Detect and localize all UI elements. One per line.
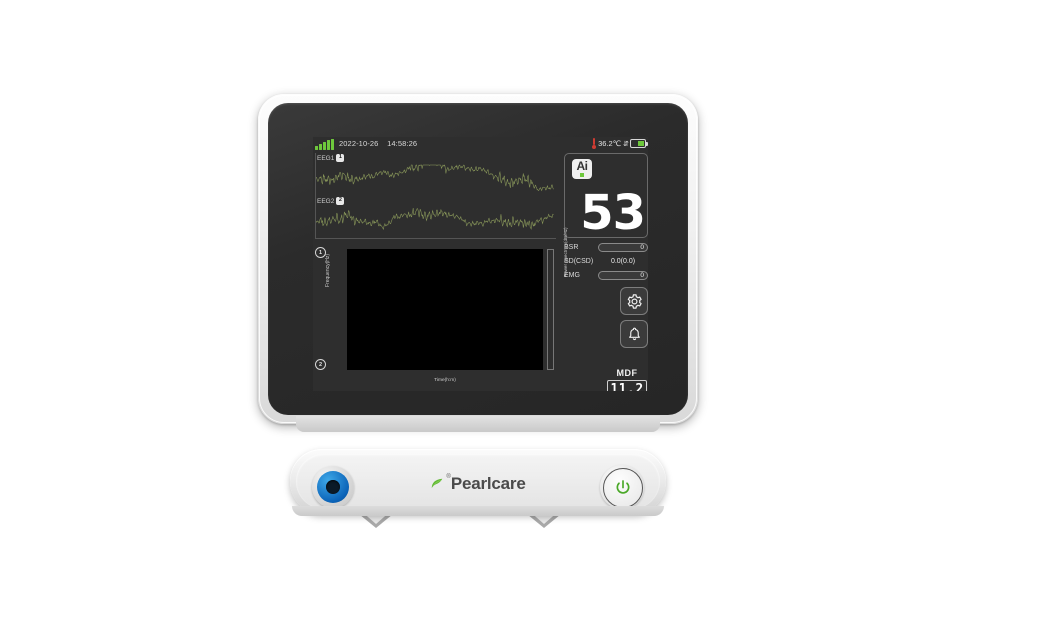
device-lower-body [296,416,660,432]
bell-icon [628,327,640,341]
eeg1-badge: 1 [336,154,345,162]
ai-index-value: 53 [580,184,646,241]
device-shell: 2022-10-26 14:58:26 36.2℃ ⇵ [258,94,698,424]
emg-bar: 0 [598,270,648,280]
gear-icon [627,293,642,309]
spectrogram-plot-area [347,249,543,370]
spectrogram-ylabel: Frequency(Hz) [325,253,331,287]
front-panel: ® Pearlcare [290,449,666,514]
param-row-emg: EMG 0 [564,270,648,280]
lcd-screen[interactable]: 2022-10-26 14:58:26 36.2℃ ⇵ [313,137,648,391]
spectrogram-xlabel: Time(h:m) [434,378,456,383]
emg-label: EMG [564,271,580,279]
eeg-plot-frame [315,153,556,239]
thermometer-icon [592,138,597,149]
index-panel: Ai 53 BSR 0 SD(CSD) [564,153,648,391]
colorbar [547,249,554,370]
temperature-value: 36.2℃ [598,139,622,148]
signal-bars-icon [315,139,335,150]
mdf-label: MDF [616,368,638,378]
ai-logo-text: Ai [576,159,589,173]
eeg2-trace [316,206,554,238]
eeg-channel1-label: EEG1 1 [317,154,345,162]
bsr-bar: 0 [598,242,648,252]
screen-button-stack [564,287,648,348]
eeg-channel2-label: EEG2 2 [317,197,345,205]
emg-value: 0 [640,271,644,279]
status-right-group: 36.2℃ ⇵ [592,138,648,149]
sd-value: 0.0(0.0) [610,257,636,265]
power-button[interactable] [600,465,644,509]
sensor-port-ring [317,471,349,503]
power-button-ring [603,468,643,508]
up-down-arrows-icon: ⇵ [623,140,629,148]
brand-logo-group: ® Pearlcare [296,474,660,494]
registered-mark: ® [446,474,451,480]
param-row-bsr: BSR 0 [564,242,648,252]
brand-name: Pearlcare [450,474,526,493]
ai-index-box[interactable]: Ai 53 [564,153,648,238]
eeg1-trace [316,163,554,195]
status-time: 14:58:26 [387,139,418,148]
mdf-value: 11.2 [607,380,647,391]
settings-button[interactable] [620,287,648,315]
front-panel-inner: ® Pearlcare [296,454,660,509]
spectrogram-channel1-mark: 1 [315,247,326,258]
brand-text-group: ® Pearlcare [446,474,526,494]
eeg2-text: EEG2 [317,197,335,205]
status-datetime: 2022-10-26 14:58:26 [339,139,417,148]
battery-icon [630,139,648,148]
status-bar: 2022-10-26 14:58:26 36.2℃ ⇵ [313,137,648,152]
sensor-port[interactable] [312,466,354,508]
colorbar-label: Power Spectrum(dB/Hz) [563,227,568,277]
param-row-sd: SD(CSD) 0.0(0.0) [564,256,648,266]
status-date: 2022-10-26 [339,139,379,148]
device-base-plate [292,506,664,516]
spectrogram-channel2-mark: 2 [315,359,326,370]
leaf-logo-icon [430,477,444,491]
bsr-value: 0 [640,243,644,251]
eeg1-text: EEG1 [317,154,335,162]
ai-index-icon: Ai [572,159,592,179]
display-bezel: 2022-10-26 14:58:26 36.2℃ ⇵ [268,103,688,415]
eeg2-badge: 2 [336,197,345,205]
sd-label: SD(CSD) [564,257,594,265]
eeg-waveform-panel: EEG1 1 EEG2 2 [313,153,558,239]
bsr-label: BSR [564,243,579,251]
power-icon [616,480,630,494]
eeg-monitor-device: 2022-10-26 14:58:26 36.2℃ ⇵ [258,94,698,528]
sensor-port-hole [326,480,340,494]
alarm-button[interactable] [620,320,648,348]
spectrogram-chart: Frequency(Hz) 1 2 Power Spectrum(dB/Hz) … [313,227,583,387]
